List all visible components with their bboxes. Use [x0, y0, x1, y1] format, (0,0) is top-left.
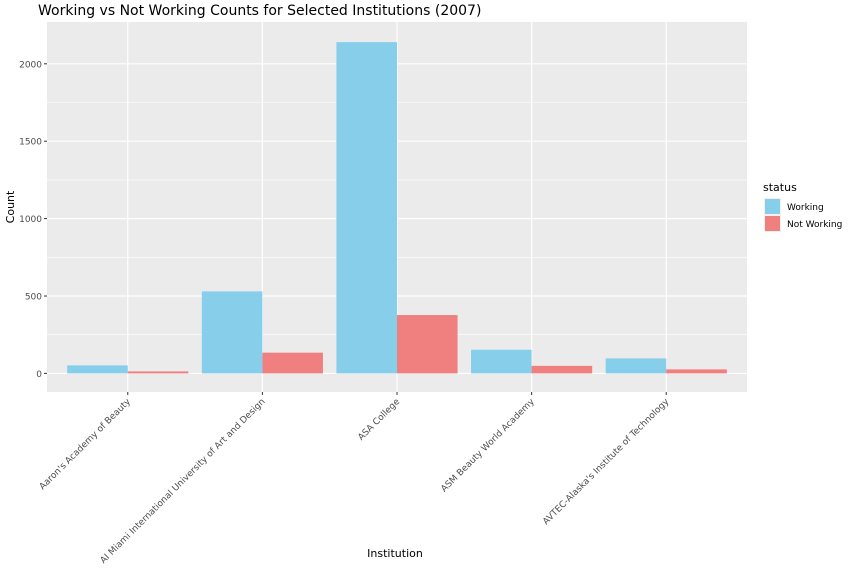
bar-not-working — [666, 369, 727, 374]
legend-label: Not Working — [787, 220, 842, 230]
legend: status Working Not Working — [763, 181, 842, 232]
chart-title: Working vs Not Working Counts for Select… — [38, 3, 481, 19]
y-tick-label: 500 — [25, 293, 42, 303]
x-tick-label: ASA College — [356, 397, 402, 443]
bar-not-working — [127, 371, 189, 374]
bar-working — [471, 349, 532, 374]
x-tick-label: Aaron's Academy of Beauty — [38, 397, 134, 493]
legend-label: Working — [787, 203, 824, 213]
x-tick-label: AVTEC-Alaska's Institute of Technology — [541, 397, 672, 528]
y-tick-label: 0 — [36, 370, 42, 380]
bar-not-working — [531, 365, 593, 374]
bar-working — [201, 291, 263, 374]
y-tick-label: 1500 — [19, 138, 42, 148]
y-tick-label: 1000 — [19, 215, 42, 225]
x-tick-label: AI Miami International University of Art… — [99, 397, 268, 565]
legend-swatch — [765, 216, 780, 231]
bar-not-working — [397, 315, 458, 374]
bars — [67, 42, 727, 374]
x-axis-label: Institution — [367, 547, 423, 560]
bar-working — [67, 365, 128, 374]
bar-not-working — [262, 352, 323, 374]
y-axis: 0 500 1000 1500 2000 — [19, 60, 47, 380]
bar-working — [605, 358, 667, 374]
legend-title: status — [763, 181, 797, 194]
x-tick-label: ASM Beauty World Academy — [439, 397, 537, 495]
bar-working — [336, 42, 397, 374]
y-tick-label: 2000 — [19, 60, 42, 70]
y-axis-label: Count — [4, 190, 17, 223]
legend-swatch — [765, 199, 780, 214]
